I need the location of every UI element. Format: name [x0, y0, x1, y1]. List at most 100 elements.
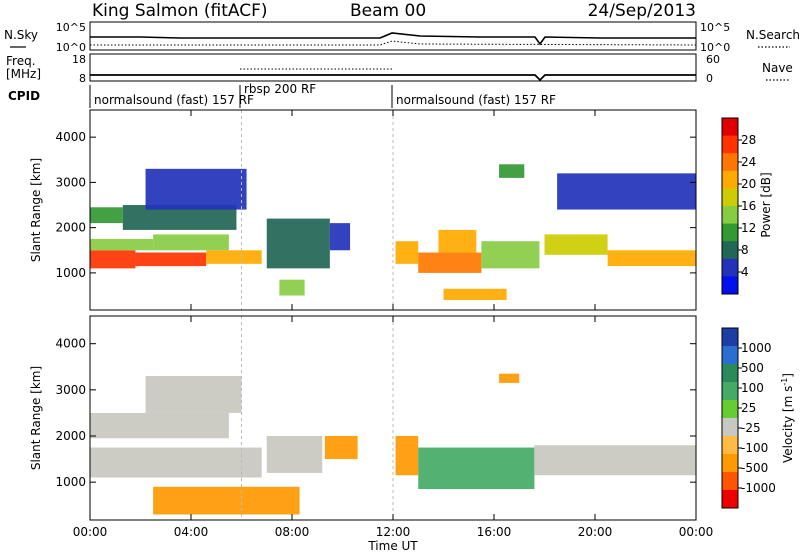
cpid-segment-2: rbsp 200 RF [244, 82, 316, 96]
noise-search-trace [90, 40, 697, 46]
power-colorbar-swatch-8 [722, 258, 738, 277]
velocity-colorbar-swatch-0 [722, 328, 738, 347]
velocity-region-9 [534, 445, 696, 476]
power-colorbar-label: Power [dB] [759, 172, 773, 237]
velocity-region-0 [90, 447, 262, 478]
freq-panel: Freq. [MHz] 18 8 60 0 Nave [6, 53, 793, 85]
power-region-19 [557, 173, 696, 210]
velocity-y-axis: 1000 2000 3000 4000 [55, 337, 696, 489]
noise-search-label: N.Search [746, 28, 800, 42]
velocity-colorbar-tick-label-5: -100 [741, 441, 768, 455]
freq-unit-label: [MHz] [6, 67, 41, 81]
power-region-12 [418, 252, 482, 273]
velocity-region-4 [153, 486, 300, 515]
power-region-5 [90, 207, 123, 224]
power-region-2 [206, 250, 262, 264]
velocity-ytick-label-3: 4000 [55, 337, 86, 351]
power-colorbar-tick-label-2: 20 [741, 177, 756, 191]
xtick-label-4: 16:00 [477, 525, 512, 539]
power-colorbar-swatch-4 [722, 188, 738, 207]
velocity-colorbar-tick-label-1: 500 [741, 361, 764, 375]
noise-sky-trace [90, 32, 696, 46]
velocity-region-1 [90, 412, 229, 439]
power-ylabel: Slant Range [km] [29, 158, 43, 262]
velocity-colorbar-swatch-9 [722, 490, 738, 509]
power-region-18 [607, 250, 696, 267]
freq-label: Freq. [6, 54, 36, 68]
power-colorbar-tick-label-0: 28 [741, 133, 756, 147]
nave-label: Nave [762, 61, 793, 75]
power-panel: 1000 2000 3000 4000 Slant Range [km] [29, 109, 697, 311]
velocity-colorbar-frame [721, 327, 739, 509]
velocity-region-2 [145, 376, 242, 413]
velocity-colorbar-tick-label-3: 25 [741, 401, 756, 415]
velocity-colorbar-tick-label-2: 100 [741, 381, 764, 395]
freq-left-tick-top: 18 [72, 53, 86, 66]
power-colorbar-swatch-5 [722, 206, 738, 225]
power-region-9 [279, 279, 305, 296]
power-data-layer [90, 110, 696, 310]
velocity-panel: 1000 2000 3000 4000 Slant Range [km] [29, 315, 697, 521]
xtick-label-6: 00:00 [679, 525, 714, 539]
xtick-label-5: 20:00 [578, 525, 613, 539]
power-region-4 [153, 234, 229, 251]
velocity-colorbar-label: Velocity [m s-1] [780, 373, 795, 463]
power-colorbar-tick-label-5: 8 [741, 243, 749, 257]
velocity-colorbar-tick-label-6: -500 [741, 461, 768, 475]
date-title: 24/Sep/2013 [588, 1, 696, 21]
station-title: King Salmon (fitACF) [92, 1, 268, 21]
power-ytick-label-0: 1000 [55, 266, 86, 280]
power-ytick-label-3: 4000 [55, 130, 86, 144]
velocity-ylabel: Slant Range [km] [29, 366, 43, 470]
beam-title: Beam 00 [350, 1, 426, 21]
power-colorbar-swatch-1 [722, 135, 738, 154]
velocity-colorbar-swatch-5 [722, 418, 738, 437]
velocity-data-layer [90, 316, 696, 520]
power-colorbar-tick-label-6: 4 [741, 265, 749, 279]
xtick-label-1: 04:00 [174, 525, 209, 539]
velocity-colorbar: 1000 500 100 25 -25 -100 -500 -1000 Velocity [m… [721, 327, 795, 509]
noise-left-tick-top: 10^5 [56, 21, 86, 34]
time-x-axis: 00:00 04:00 08:00 12:00 16:00 20:00 00:00 [73, 110, 714, 539]
xtick-label-3: 12:00 [376, 525, 411, 539]
power-colorbar-swatch-3 [722, 170, 738, 189]
power-region-14 [481, 241, 540, 269]
power-region-13 [438, 229, 477, 253]
freq-left-tick-bottom: 8 [79, 72, 86, 85]
velocity-colorbar-swatch-4 [722, 400, 738, 419]
velocity-region-3 [266, 436, 323, 473]
velocity-region-6 [395, 436, 419, 476]
velocity-colorbar-swatch-7 [722, 454, 738, 473]
velocity-ytick-label-0: 1000 [55, 475, 86, 489]
power-region-16 [499, 164, 525, 178]
velocity-region-7 [418, 447, 535, 490]
power-region-1 [135, 252, 207, 267]
power-colorbar-tick-label-3: 16 [741, 199, 756, 213]
power-region-15 [443, 288, 507, 301]
noise-right-tick-bottom: 10^0 [700, 41, 730, 54]
cpid-segment-3: normalsound (fast) 157 RF [396, 93, 556, 107]
velocity-colorbar-swatch-3 [722, 382, 738, 401]
power-colorbar: 28 24 20 16 12 8 4 Power [dB] [721, 117, 773, 295]
power-ytick-label-1: 2000 [55, 221, 86, 235]
velocity-colorbar-tick-label-0: 1000 [741, 341, 772, 355]
velocity-ytick-label-1: 2000 [55, 429, 86, 443]
xtick-label-0: 00:00 [73, 525, 108, 539]
velocity-colorbar-swatch-6 [722, 436, 738, 455]
noise-panel: N.Sky 10^5 10^0 10^5 10^0 N.Search [4, 21, 800, 54]
velocity-colorbar-swatch-1 [722, 346, 738, 365]
velocity-colorbar-tick-label-7: -1000 [741, 481, 776, 495]
power-colorbar-swatch-0 [722, 118, 738, 137]
cpid-segment-1: normalsound (fast) 157 RF [94, 93, 254, 107]
velocity-colorbar-tick-label-4: -25 [741, 421, 761, 435]
power-colorbar-swatch-6 [722, 223, 738, 242]
noise-sky-label: N.Sky [4, 28, 38, 42]
power-colorbar-tick-label-4: 12 [741, 221, 756, 235]
noise-right-tick-top: 10^5 [700, 21, 730, 34]
cpid-label: CPID [8, 89, 40, 103]
power-colorbar-tick-label-1: 24 [741, 155, 756, 169]
power-region-17 [544, 234, 608, 255]
power-region-10 [329, 223, 351, 251]
power-colorbar-swatch-2 [722, 153, 738, 172]
